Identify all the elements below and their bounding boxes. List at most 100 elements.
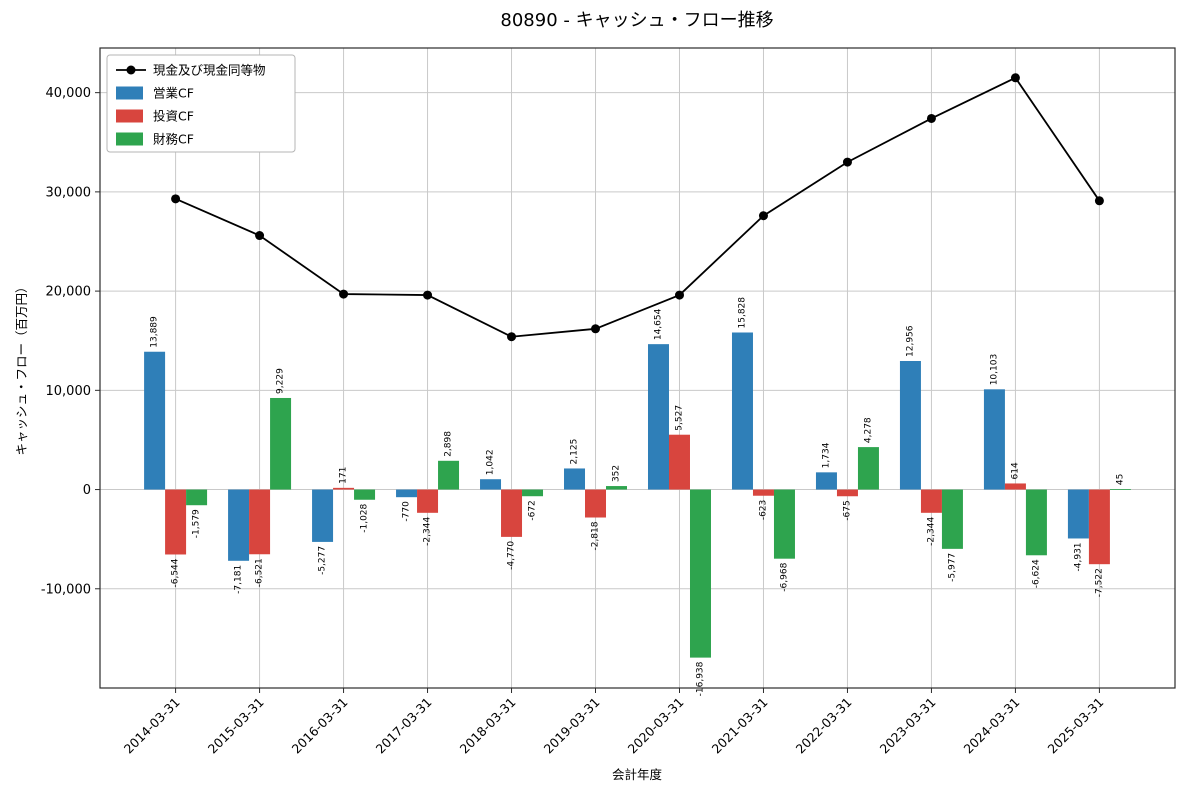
- bar-value-label: 12,956: [905, 325, 915, 357]
- bar-value-label: -2,344: [423, 517, 433, 546]
- bar-営業CF: [144, 351, 166, 490]
- y-axis-label: キャッシュ・フロー（百万円）: [14, 280, 29, 455]
- bar-営業CF: [396, 489, 418, 498]
- bar-財務CF: [522, 489, 544, 497]
- bar-投資CF: [752, 489, 774, 496]
- bar-投資CF: [1088, 489, 1110, 565]
- x-tick-label: 2019-03-31: [541, 695, 603, 757]
- bar-営業CF: [731, 332, 753, 490]
- legend-swatch-財務CF: [116, 132, 143, 146]
- bar-value-label: -770: [402, 501, 412, 522]
- bar-営業CF: [647, 344, 669, 490]
- bar-value-label: -2,344: [926, 517, 936, 546]
- bar-value-label: 10,103: [989, 354, 999, 386]
- line-marker: [674, 290, 684, 300]
- bar-value-label: -6,624: [1031, 559, 1041, 588]
- line-marker: [842, 157, 852, 167]
- chart-title: 80890 - キャッシュ・フロー推移: [500, 10, 773, 31]
- bar-value-label: 4,278: [863, 417, 873, 443]
- bar-value-label: 352: [612, 465, 622, 482]
- bar-value-label: 614: [1010, 462, 1020, 479]
- axes-frame: [99, 47, 1176, 689]
- bar-財務CF: [857, 447, 879, 490]
- bar-財務CF: [354, 489, 376, 500]
- y-tick-label: 0: [83, 483, 91, 498]
- x-tick-label: 2022-03-31: [793, 695, 855, 757]
- legend-label: 営業CF: [153, 86, 194, 101]
- bar-value-label: -6,521: [255, 558, 265, 587]
- legend-box: [106, 54, 296, 153]
- bar-value-label: -6,544: [171, 558, 181, 587]
- bar-財務CF: [270, 397, 292, 490]
- bar-投資CF: [249, 489, 271, 555]
- bar-営業CF: [983, 389, 1005, 490]
- bar-value-label: 171: [339, 467, 349, 484]
- bar-財務CF: [1109, 489, 1131, 490]
- bar-財務CF: [186, 489, 208, 506]
- legend-line-marker: [126, 65, 136, 75]
- x-tick-label: 2020-03-31: [625, 695, 687, 757]
- x-tick-label: 2017-03-31: [373, 695, 435, 757]
- bar-投資CF: [668, 434, 690, 490]
- plot-area: -10,000 0 10,000 20,000 30,000 40,000 2014-03-…: [41, 48, 1175, 756]
- legend-swatch-営業CF: [116, 86, 143, 100]
- bar-value-label: 1,734: [821, 442, 831, 468]
- bar-営業CF: [564, 468, 586, 490]
- bar-value-label: 1,042: [486, 449, 496, 475]
- bar-投資CF: [417, 489, 439, 513]
- bar-value-label: 15,828: [737, 297, 747, 329]
- bar-value-label: -16,938: [695, 661, 705, 696]
- bar-営業CF: [312, 489, 334, 542]
- bar-財務CF: [941, 489, 963, 549]
- bar-財務CF: [438, 460, 460, 490]
- bar-value-label: 2,125: [570, 439, 580, 465]
- x-tick-label: 2018-03-31: [457, 695, 519, 757]
- bar-投資CF: [920, 489, 942, 513]
- y-tick-label: 30,000: [46, 185, 92, 200]
- line-marker: [758, 211, 768, 221]
- bar-value-label: -7,522: [1094, 568, 1104, 597]
- bar-value-label: 13,889: [150, 316, 160, 348]
- bar-value-label: -623: [758, 500, 768, 520]
- x-axis-label: 会計年度: [612, 767, 663, 782]
- x-tick-label: 2014-03-31: [121, 695, 183, 757]
- bar-value-label: -675: [842, 500, 852, 520]
- bar-営業CF: [480, 479, 502, 490]
- bar-value-label: 2,898: [444, 431, 454, 457]
- line-marker: [423, 290, 433, 300]
- line-marker: [1094, 196, 1104, 206]
- bar-value-label: -4,931: [1073, 542, 1083, 571]
- x-tick-label: 2023-03-31: [877, 695, 939, 757]
- line-marker: [591, 324, 601, 334]
- bar-value-label: 5,527: [674, 405, 684, 431]
- legend-label: 財務CF: [153, 132, 194, 147]
- x-tick-label: 2021-03-31: [709, 695, 771, 757]
- line-marker: [926, 113, 936, 123]
- bar-value-label: -2,818: [591, 521, 601, 550]
- bar-投資CF: [1004, 483, 1026, 490]
- bar-投資CF: [585, 489, 607, 518]
- bar-value-label: -6,968: [779, 562, 789, 591]
- bar-投資CF: [836, 489, 858, 497]
- bar-value-label: -1,028: [360, 503, 370, 532]
- bar-営業CF: [1067, 489, 1089, 539]
- legend-label: 投資CF: [153, 109, 194, 124]
- x-tick-label: 2016-03-31: [289, 695, 351, 757]
- bar-value-label: -5,277: [318, 546, 328, 575]
- line-現金及び現金同等物: [175, 76, 1101, 338]
- bar-value-label: 14,654: [653, 308, 663, 340]
- line-marker: [507, 332, 517, 342]
- bar-財務CF: [773, 489, 795, 559]
- line-marker: [339, 289, 349, 299]
- legend-label: 現金及び現金同等物: [153, 63, 266, 78]
- y-tick-label: 10,000: [46, 384, 92, 399]
- bar-財務CF: [1025, 489, 1047, 556]
- legend-swatch-投資CF: [116, 109, 143, 123]
- bar-財務CF: [689, 489, 711, 658]
- bar-営業CF: [815, 472, 837, 490]
- bar-value-label: -1,579: [192, 509, 202, 538]
- x-tick-label: 2025-03-31: [1045, 695, 1107, 757]
